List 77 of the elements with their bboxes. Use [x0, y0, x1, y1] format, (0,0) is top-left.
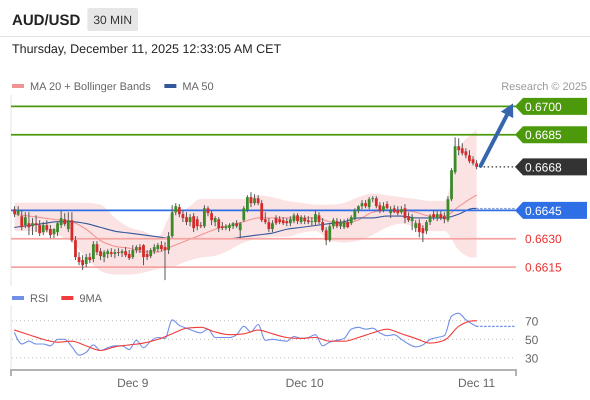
- candlestick: [271, 220, 274, 233]
- candlestick: [436, 210, 439, 222]
- candlestick: [63, 212, 66, 227]
- candlestick: [368, 196, 371, 210]
- candlestick: [24, 212, 27, 229]
- text: Research © 2025: [501, 81, 587, 93]
- candlestick: [288, 216, 292, 227]
- candlestick: [124, 246, 128, 258]
- candlestick: [210, 210, 213, 226]
- x-tick-label: Dec 10: [286, 376, 324, 390]
- candlestick: [131, 244, 134, 260]
- candlestick: [310, 216, 314, 227]
- candlestick: [102, 250, 106, 263]
- candlestick: [342, 218, 346, 230]
- candlestick: [13, 206, 16, 218]
- candlestick: [360, 200, 364, 210]
- legend-label: MA 50: [182, 81, 214, 93]
- candlestick: [339, 218, 342, 230]
- candlestick: [203, 204, 206, 229]
- chart-subtitle: Thursday, December 11, 2025 12:33:05 AM CET: [12, 42, 282, 56]
- candlestick: [164, 242, 166, 281]
- candlestick: [106, 248, 110, 259]
- ref-line-label: 0.6685: [525, 128, 562, 142]
- candlestick: [188, 214, 192, 227]
- candlestick: [196, 216, 199, 231]
- ref-line-label: 0.6630: [525, 232, 562, 246]
- candlestick: [238, 222, 242, 239]
- candlestick: [156, 242, 160, 253]
- candlestick: [31, 218, 34, 236]
- candlestick: [475, 160, 478, 170]
- candlestick: [418, 218, 421, 238]
- y-tick-label: 70: [525, 314, 539, 328]
- candlestick: [439, 210, 442, 221]
- candlestick: [113, 248, 116, 259]
- candlestick: [404, 204, 406, 224]
- candlestick: [28, 212, 30, 236]
- candlestick: [432, 210, 436, 221]
- candlestick: [34, 214, 38, 233]
- y-tick-label: 30: [525, 351, 539, 366]
- candlestick: [353, 208, 356, 221]
- candlestick: [92, 240, 95, 263]
- legend-label: RSI: [30, 293, 48, 305]
- candlestick: [314, 210, 317, 226]
- candlestick: [66, 212, 70, 233]
- y-tick-label: 50: [525, 332, 539, 347]
- chart-title: AUD/USD: [12, 12, 80, 29]
- candlestick: [192, 212, 196, 233]
- candlestick: [185, 212, 188, 226]
- candlestick: [382, 202, 385, 213]
- candlestick: [42, 222, 45, 236]
- x-tick-label: Dec 11: [458, 376, 496, 390]
- line-series: [14, 320, 478, 352]
- ref-line-label: 0.6700: [525, 100, 562, 114]
- candlestick: [336, 218, 338, 229]
- candlestick: [389, 206, 392, 219]
- candlestick: [96, 240, 98, 256]
- x-tick-label: Dec 9: [117, 376, 149, 390]
- candlestick: [292, 212, 296, 224]
- candlestick: [217, 216, 220, 233]
- legend-label: 9MA: [79, 293, 103, 305]
- candlestick: [296, 212, 299, 225]
- candlestick: [457, 138, 460, 156]
- text: 30 MIN: [93, 13, 132, 27]
- ref-line-label: 0.6645: [525, 204, 562, 218]
- candlestick: [468, 150, 471, 164]
- candlestick: [142, 244, 145, 266]
- candlestick: [250, 192, 252, 208]
- candlestick: [414, 220, 418, 233]
- ref-line-label: 0.6668: [525, 160, 562, 174]
- candlestick: [84, 254, 88, 268]
- candlestick: [178, 204, 181, 218]
- candlestick: [253, 194, 256, 206]
- candlestick: [442, 212, 446, 224]
- candlestick: [410, 214, 414, 231]
- legend-label: MA 20 + Bollinger Bands: [30, 81, 152, 93]
- ref-line-label: 0.6615: [525, 260, 562, 275]
- candlestick: [81, 254, 84, 271]
